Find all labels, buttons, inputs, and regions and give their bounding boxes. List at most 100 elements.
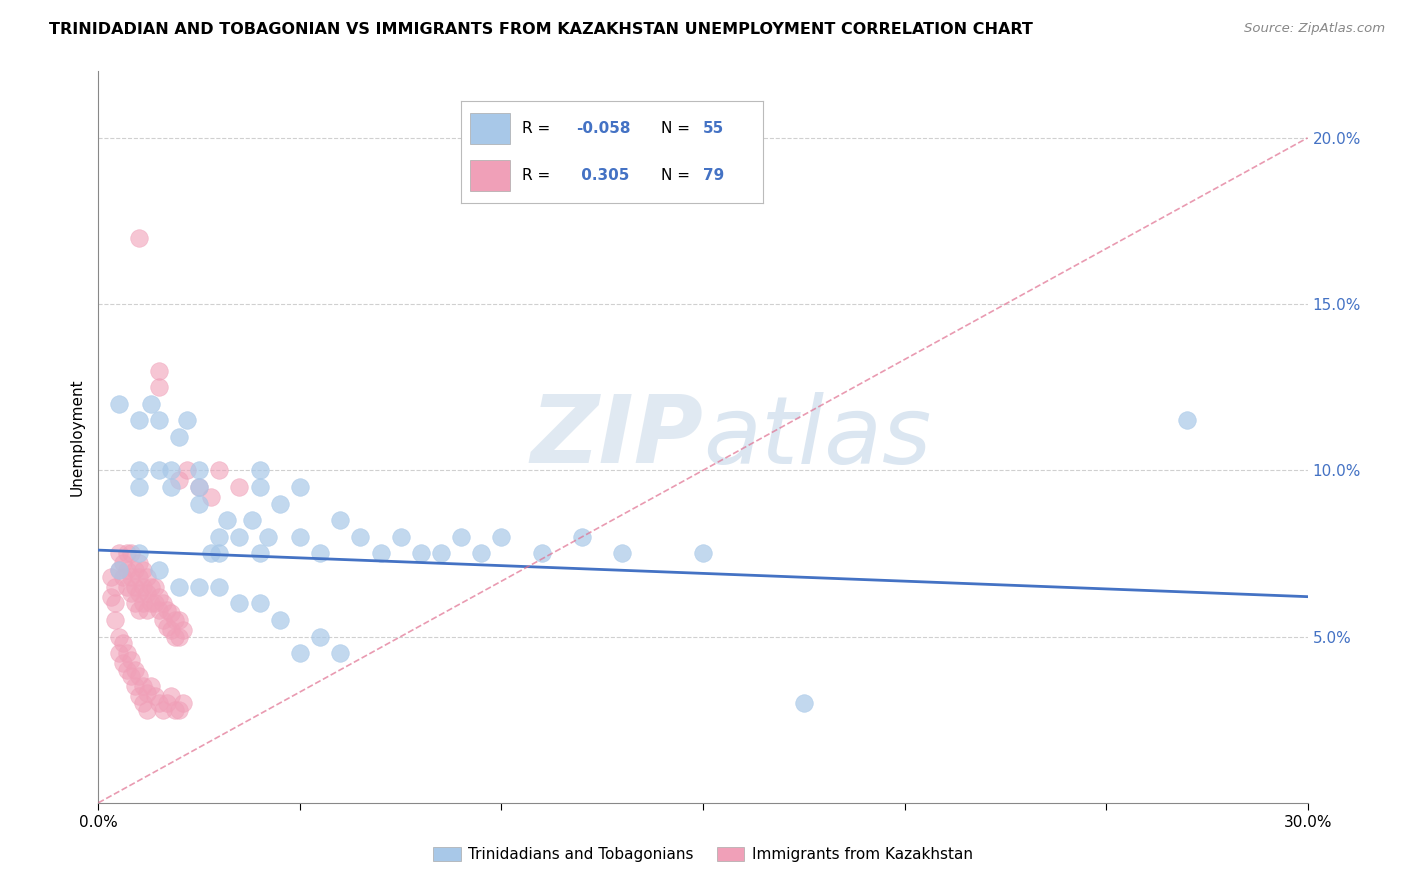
Point [256,530,278,544]
Point [329,646,352,660]
Point [111,557,134,571]
Point [167,703,190,717]
Point [188,480,211,494]
Point [152,613,174,627]
Point [156,696,179,710]
Point [409,546,432,560]
Point [107,646,129,660]
Point [612,546,634,560]
Point [163,703,186,717]
Point [111,570,134,584]
Point [188,497,211,511]
Point [167,580,190,594]
Point [160,607,183,621]
Point [160,463,183,477]
Point [124,596,146,610]
Point [132,563,155,577]
Point [143,596,166,610]
Point [132,596,155,610]
Point [103,596,125,610]
Point [124,580,146,594]
Point [139,680,162,694]
Point [430,546,453,560]
Point [208,546,231,560]
Point [163,613,186,627]
Point [1175,413,1198,427]
Point [115,663,138,677]
Point [128,463,150,477]
Point [450,530,472,544]
Point [329,513,352,527]
Point [100,570,122,584]
Point [217,513,239,527]
Point [128,230,150,244]
Point [249,546,271,560]
Point [156,603,179,617]
Point [470,546,492,560]
Point [249,596,271,610]
Point [107,546,129,560]
Text: atlas: atlas [703,392,931,483]
Point [148,563,170,577]
Point [172,696,194,710]
Point [167,630,190,644]
Point [107,563,129,577]
Point [128,546,150,560]
Point [188,463,211,477]
Point [128,570,150,584]
Point [249,463,271,477]
Point [491,530,513,544]
Point [128,690,150,704]
Point [120,653,142,667]
Point [167,473,190,487]
Point [793,696,815,710]
Point [228,530,250,544]
Point [249,480,271,494]
Point [208,530,231,544]
Point [139,397,162,411]
Point [176,463,198,477]
Point [139,596,162,610]
Point [530,546,553,560]
Point [349,530,371,544]
Point [389,530,412,544]
Point [156,619,179,633]
Point [132,696,155,710]
Point [135,686,157,700]
Point [188,580,211,594]
Point [115,563,138,577]
Point [115,580,138,594]
Point [228,480,250,494]
Point [143,690,166,704]
Point [160,480,183,494]
Point [152,703,174,717]
Point [128,603,150,617]
Point [288,646,311,660]
Point [571,530,593,544]
Point [128,480,150,494]
Point [167,613,190,627]
Point [115,646,138,660]
Point [370,546,392,560]
Point [143,580,166,594]
Point [120,570,142,584]
Point [163,630,186,644]
Point [200,490,222,504]
Point [120,669,142,683]
Text: TRINIDADIAN AND TOBAGONIAN VS IMMIGRANTS FROM KAZAKHSTAN UNEMPLOYMENT CORRELATIO: TRINIDADIAN AND TOBAGONIAN VS IMMIGRANTS… [49,22,1033,37]
Point [135,586,157,600]
Point [111,636,134,650]
Text: Source: ZipAtlas.com: Source: ZipAtlas.com [1244,22,1385,36]
Point [100,590,122,604]
Point [103,580,125,594]
Point [107,563,129,577]
Point [200,546,222,560]
Point [148,696,170,710]
Point [269,613,291,627]
Point [120,546,142,560]
Point [148,463,170,477]
Point [692,546,714,560]
Point [132,580,155,594]
Point [309,630,332,644]
Point [208,580,231,594]
